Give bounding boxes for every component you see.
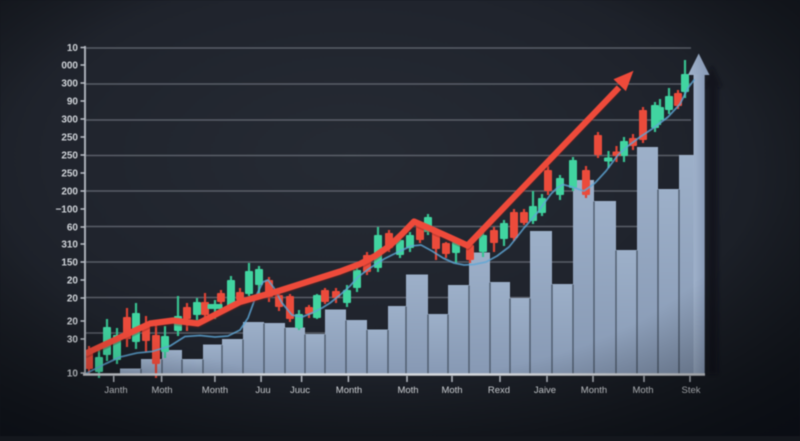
svg-text:20: 20 <box>67 276 79 287</box>
svg-text:90: 90 <box>67 97 79 108</box>
svg-text:Moth: Moth <box>441 385 462 396</box>
svg-text:Month: Month <box>202 385 228 396</box>
svg-text:000: 000 <box>61 61 78 72</box>
svg-text:Rexd: Rexd <box>488 385 510 396</box>
svg-text:20: 20 <box>67 294 79 305</box>
svg-text:150: 150 <box>61 258 78 269</box>
svg-text:Juu: Juu <box>255 385 270 396</box>
svg-text:30: 30 <box>67 335 79 346</box>
svg-text:Moth: Moth <box>151 385 172 396</box>
svg-text:200: 200 <box>61 187 78 198</box>
svg-text:Moth: Moth <box>632 385 653 396</box>
svg-text:−100: −100 <box>55 205 78 216</box>
svg-text:Jaive: Jaive <box>534 385 556 396</box>
svg-text:250: 250 <box>61 151 78 162</box>
svg-text:300: 300 <box>61 115 78 126</box>
svg-text:310: 310 <box>61 240 78 251</box>
svg-text:20: 20 <box>67 317 79 328</box>
svg-text:Moth: Moth <box>397 385 418 396</box>
svg-text:60: 60 <box>67 223 79 234</box>
svg-text:Juuc: Juuc <box>290 385 310 396</box>
svg-text:Janth: Janth <box>104 385 127 396</box>
svg-text:10: 10 <box>67 43 79 54</box>
svg-text:10: 10 <box>67 369 79 380</box>
svg-text:Month: Month <box>581 385 607 396</box>
svg-text:300: 300 <box>61 79 78 90</box>
svg-text:Month: Month <box>336 385 362 396</box>
svg-text:250: 250 <box>61 169 78 180</box>
svg-text:Stek: Stek <box>681 385 700 396</box>
svg-text:250: 250 <box>61 133 78 144</box>
